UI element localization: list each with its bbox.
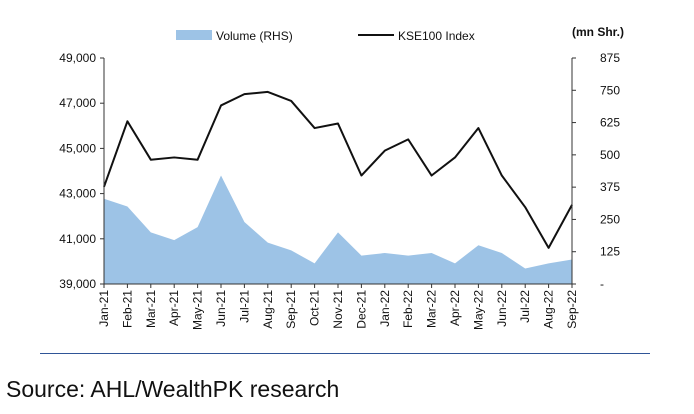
- left-tick-label: 43,000: [59, 187, 96, 201]
- x-tick-label: Aug-21: [261, 290, 275, 329]
- x-tick-label: Oct-21: [308, 290, 322, 326]
- divider: [40, 353, 650, 354]
- right-tick-label: -: [600, 277, 604, 291]
- x-tick-label: Jun-21: [214, 290, 228, 327]
- volume-area-fill: [104, 175, 572, 284]
- x-tick-label: Dec-21: [354, 290, 368, 329]
- x-tick-label: Jan-22: [378, 290, 392, 327]
- x-tick-label: Jun-22: [495, 290, 509, 327]
- right-tick-label: 250: [600, 212, 620, 226]
- legend-kse-label: KSE100 Index: [398, 29, 475, 43]
- x-tick-label: Mar-21: [144, 290, 158, 328]
- x-tick-label: Aug-22: [542, 290, 556, 329]
- right-tick-label: 750: [600, 83, 620, 97]
- right-tick-label: 125: [600, 245, 620, 259]
- left-tick-label: 41,000: [59, 232, 96, 246]
- x-tick-label: Apr-22: [448, 290, 462, 326]
- right-tick-label: 875: [600, 51, 620, 65]
- right-tick-label: 500: [600, 148, 620, 162]
- x-tick-label: Jul-21: [237, 290, 251, 323]
- x-tick-label: Jan-21: [97, 290, 111, 327]
- right-tick-label: 625: [600, 116, 620, 130]
- legend-volume-swatch: [176, 30, 212, 40]
- left-tick-label: 47,000: [59, 96, 96, 110]
- kse100-line: [103, 90, 573, 249]
- axes: 39,000 41,000 43,000 45,000 47,000 49,000 - 125…: [59, 51, 620, 330]
- x-tick-label: Apr-21: [167, 290, 181, 326]
- right-axis-unit: (mn Shr.): [572, 25, 624, 39]
- x-tick-label: May-22: [471, 290, 485, 330]
- x-tick-label: Nov-21: [331, 290, 345, 329]
- source-note: Source: AHL/WealthPK research: [6, 376, 340, 402]
- x-tick-label: May-21: [191, 290, 205, 330]
- left-tick-label: 39,000: [59, 277, 96, 291]
- legend: Volume (RHS) KSE100 Index: [176, 29, 475, 43]
- index-line: [103, 90, 573, 249]
- left-tick-label: 49,000: [59, 51, 96, 65]
- x-tick-label: Mar-22: [425, 290, 439, 328]
- legend-volume-label: Volume (RHS): [216, 29, 293, 43]
- x-tick-label: Feb-21: [120, 290, 134, 328]
- x-tick-label: Sep-21: [284, 290, 298, 329]
- left-tick-label: 45,000: [59, 141, 96, 155]
- right-tick-label: 375: [600, 180, 620, 194]
- x-tick-label: Sep-22: [565, 290, 579, 329]
- x-tick-label: Feb-22: [401, 290, 415, 328]
- volume-area: [103, 175, 573, 284]
- x-tick-label: Jul-22: [518, 290, 532, 323]
- chart: Volume (RHS) KSE100 Index (mn Shr.) 39,0…: [59, 25, 624, 330]
